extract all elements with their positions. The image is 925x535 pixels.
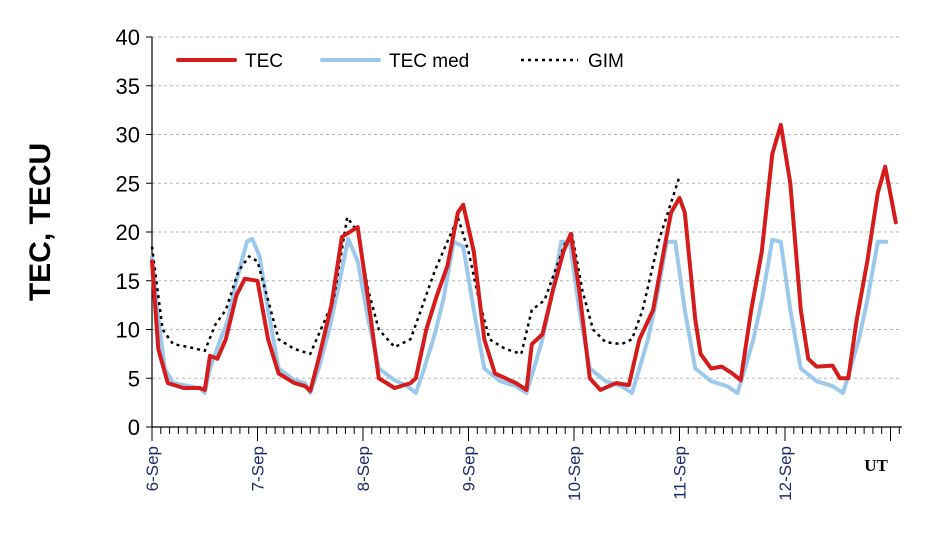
x-tick-label: 7-Sep bbox=[249, 446, 268, 491]
x-axis: 6-Sep 7-Sep 8-Sep 9-Sep 10-Sep 11-Sep 12-Sep bbox=[143, 426, 902, 501]
series-lines bbox=[150, 122, 898, 395]
x-tick-label: 9-Sep bbox=[460, 446, 479, 491]
legend: TEC TEC med GIM bbox=[176, 51, 624, 72]
x-tick-label: 6-Sep bbox=[143, 446, 162, 491]
y-tick-label: 25 bbox=[116, 171, 140, 196]
y-axis-label: TEC, TECU bbox=[24, 143, 57, 301]
y-tick-label: 40 bbox=[116, 25, 140, 50]
y-tick-label: 35 bbox=[116, 74, 140, 99]
x-tick-label: 11-Sep bbox=[671, 446, 690, 500]
y-tick-label: 0 bbox=[128, 415, 140, 440]
series-line-gim bbox=[150, 176, 681, 356]
x-tick-label: 8-Sep bbox=[354, 446, 373, 491]
series-line-tec bbox=[150, 122, 898, 393]
y-tick-label: 5 bbox=[128, 366, 140, 391]
x-tick-label: 10-Sep bbox=[565, 446, 584, 501]
legend-label: TEC med bbox=[389, 51, 469, 72]
y-tick-label: 30 bbox=[116, 123, 140, 148]
y-tick-label: 10 bbox=[116, 318, 140, 343]
legend-label: TEC bbox=[245, 51, 283, 72]
x-tick-label: 12-Sep bbox=[776, 446, 795, 501]
y-tick-label: 15 bbox=[116, 269, 140, 294]
x-axis-label: UT bbox=[864, 456, 888, 475]
series-line-tec-med bbox=[150, 236, 889, 395]
y-tick-label: 20 bbox=[116, 220, 140, 245]
legend-label: GIM bbox=[588, 51, 624, 72]
y-axis: 0 5 10 15 20 25 30 35 40 bbox=[116, 25, 153, 440]
